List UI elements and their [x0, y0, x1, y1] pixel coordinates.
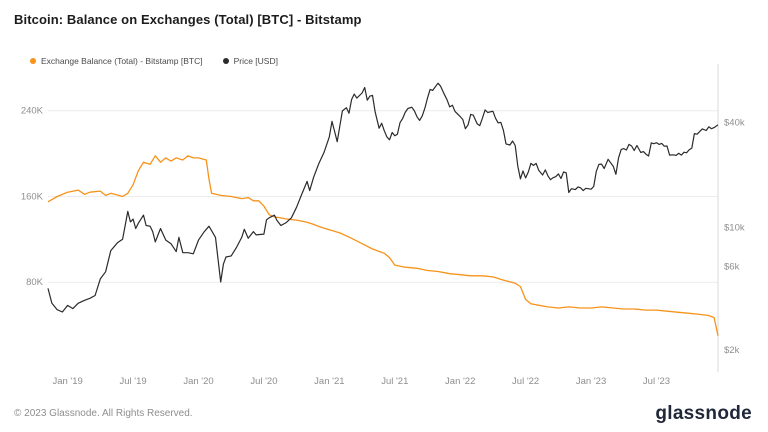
x-axis-tick-label: Jul '20 [250, 376, 277, 387]
x-axis-tick-label: Jan '23 [576, 376, 606, 387]
legend-swatch-balance-icon [30, 58, 36, 64]
footer-copyright: © 2023 Glassnode. All Rights Reserved. [14, 408, 193, 419]
legend-item-price[interactable]: Price [USD] [222, 56, 278, 66]
series-line-exchange-balance [47, 155, 719, 336]
x-axis-tick-label: Jul '19 [119, 376, 146, 387]
legend-item-exchange-balance[interactable]: Exchange Balance (Total) - Bitstamp [BTC… [30, 56, 203, 66]
right-axis-tick-label: $2k [724, 345, 740, 356]
left-axis-tick-label: 240K [21, 106, 44, 117]
legend-label-price: Price [USD] [233, 56, 278, 66]
right-axis-tick-label: $6k [724, 262, 740, 273]
glassnode-logo: glassnode [655, 403, 752, 424]
right-axis-tick-label: $10k [724, 223, 745, 234]
left-axis-tick-label: 80K [26, 277, 44, 288]
x-axis-tick-label: Jan '22 [445, 376, 475, 387]
x-axis-tick-label: Jan '20 [183, 376, 213, 387]
right-axis-tick-label: $40k [724, 117, 745, 128]
left-axis-tick-label: 160K [21, 191, 44, 202]
series-line-price [47, 82, 719, 313]
x-axis-tick-label: Jan '21 [314, 376, 344, 387]
x-axis-tick-label: Jul '22 [512, 376, 539, 387]
legend-swatch-price-icon [222, 58, 229, 64]
chart-legend: Exchange Balance (Total) - Bitstamp [BTC… [30, 56, 278, 66]
x-axis-tick-label: Jul '21 [381, 376, 408, 387]
x-axis-tick-label: Jul '23 [643, 376, 670, 387]
x-axis-tick-label: Jan '19 [52, 376, 82, 387]
chart-title: Bitcoin: Balance on Exchanges (Total) [B… [14, 12, 362, 27]
legend-label-exchange-balance: Exchange Balance (Total) - Bitstamp [BTC… [41, 56, 203, 66]
